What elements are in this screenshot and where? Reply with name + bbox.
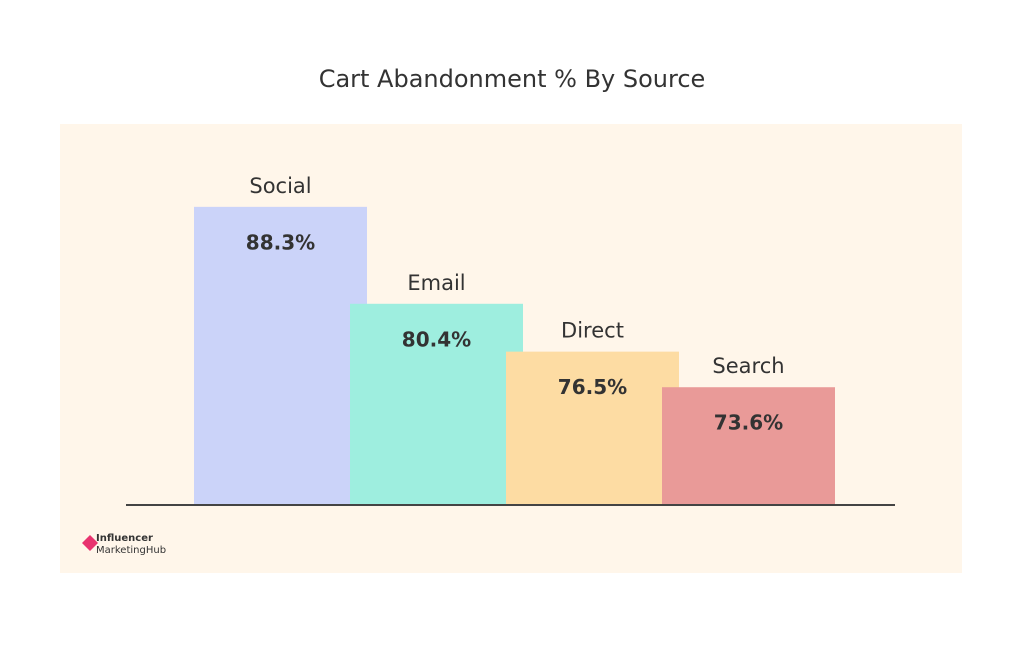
chart-title: Cart Abandonment % By Source [319,65,706,93]
bar [350,303,523,505]
category-label: Direct [561,319,624,343]
category-label: Social [249,174,311,198]
brand-name: MarketingHub [96,545,166,556]
value-label: 80.4% [402,327,471,351]
bars: Social 88.3% Email 80.4% Direct 76.5% Search 73… [194,174,835,505]
brand-name: Influencer [96,533,153,544]
category-label: Search [712,354,784,378]
bar [662,387,835,505]
value-label: 76.5% [558,375,627,399]
value-label: 73.6% [714,411,783,435]
bar [506,351,679,505]
brand-logo [82,535,98,551]
category-label: Email [407,271,465,295]
bar [194,206,367,505]
value-label: 88.3% [246,230,315,254]
